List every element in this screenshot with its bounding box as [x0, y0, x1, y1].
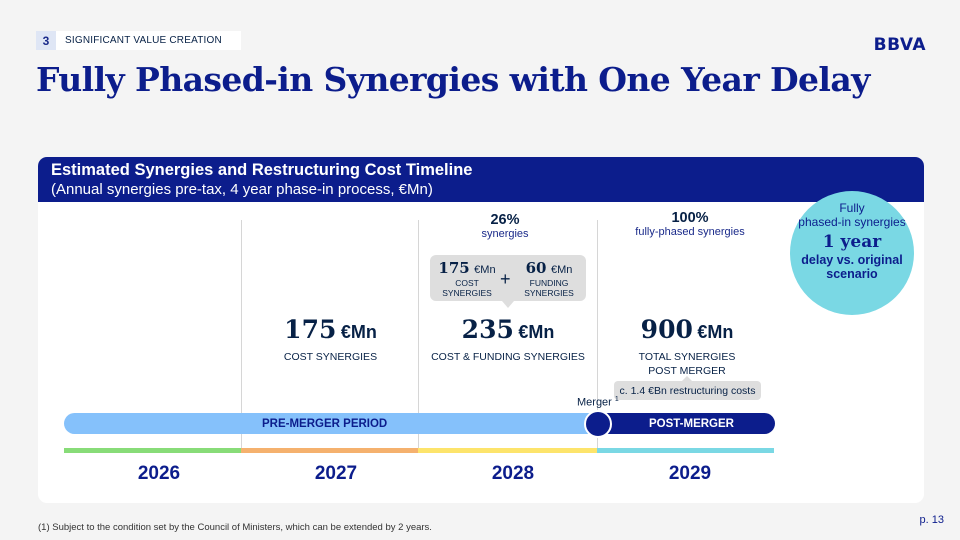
merger-marker [584, 410, 612, 438]
pre-merger-label: PRE-MERGER PERIOD [262, 417, 388, 430]
callout-bold-1: delay vs. original [801, 253, 903, 267]
timeline-panel: Estimated Synergies and Restructuring Co… [38, 157, 924, 503]
breakdown-cost-label-2: SYNERGIES [442, 288, 492, 298]
section-number: 3 [36, 31, 56, 50]
strip-2027 [241, 448, 418, 453]
phase-2029-label: fully-phased synergies [635, 226, 745, 238]
kpi-2028-value: 235 [461, 315, 514, 344]
phase-2029: 100% fully-phased synergies [620, 210, 760, 238]
post-merger-bar: POST-MERGER [598, 413, 775, 434]
section-tag: 3 SIGNIFICANT VALUE CREATION [36, 31, 241, 50]
kpi-2029: 900 €Mn TOTAL SYNERGIES POST MERGER [598, 315, 776, 378]
kpi-2027-unit: €Mn [340, 322, 377, 342]
divider-2028-2029 [597, 220, 598, 450]
kpi-2029-unit: €Mn [697, 322, 734, 342]
breakdown-funding-unit: €Mn [550, 264, 573, 276]
phase-2028-label: synergies [481, 228, 529, 240]
panel-header: Estimated Synergies and Restructuring Co… [38, 157, 924, 202]
page-title: Fully Phased-in Synergies with One Year … [36, 60, 870, 99]
breakdown-funding-label-1: FUNDING [529, 278, 569, 288]
plus-sign: + [500, 269, 511, 289]
callout-big: 1 year [822, 232, 882, 252]
restructuring-costs-badge: c. 1.4 €Bn restructuring costs [614, 381, 761, 400]
merger-text: Merger [577, 396, 612, 409]
kpi-2027-label: COST SYNERGIES [283, 351, 378, 363]
breakdown-funding-label-2: SYNERGIES [524, 288, 574, 298]
post-merger-label: POST-MERGER [649, 417, 734, 430]
callout-line-1: Fully [839, 201, 865, 215]
phase-2029-value: 100% [671, 210, 709, 226]
kpi-2028: 235 €Mn COST & FUNDING SYNERGIES [419, 315, 597, 364]
phase-2028-value: 26% [490, 212, 520, 228]
breakdown-funding: 60 €Mn FUNDING SYNERGIES [516, 259, 582, 298]
breakdown-funding-value: 60 [525, 259, 547, 277]
panel-title: Estimated Synergies and Restructuring Co… [51, 161, 473, 179]
bbva-logo: BBVA [873, 35, 926, 55]
pre-merger-bar: PRE-MERGER PERIOD [64, 413, 604, 434]
kpi-2028-unit: €Mn [518, 322, 555, 342]
section-label: SIGNIFICANT VALUE CREATION [65, 35, 222, 46]
merger-footnote-ref: 1 [614, 396, 619, 403]
year-2028: 2028 [491, 463, 535, 484]
bubble-pointer [502, 301, 514, 308]
delay-callout: Fully phased-in synergies 1 year delay v… [790, 191, 914, 315]
kpi-2029-label-2: POST MERGER [648, 365, 726, 377]
divider-2027-2028 [418, 220, 419, 450]
strip-2026 [64, 448, 241, 453]
breakdown-cost: 175 €Mn COST SYNERGIES [434, 259, 500, 298]
kpi-2029-label-1: TOTAL SYNERGIES [638, 351, 736, 363]
synergy-breakdown-bubble: 175 €Mn COST SYNERGIES + 60 €Mn FUNDING … [430, 255, 586, 301]
year-2029: 2029 [668, 463, 712, 484]
strip-2028 [418, 448, 597, 453]
callout-line-2: phased-in synergies [798, 215, 906, 229]
restructuring-pointer [681, 376, 693, 382]
year-2027: 2027 [314, 463, 358, 484]
breakdown-cost-label-1: COST [455, 278, 479, 288]
kpi-2028-label: COST & FUNDING SYNERGIES [431, 351, 585, 363]
strip-2029 [597, 448, 774, 453]
breakdown-cost-value: 175 [438, 259, 470, 277]
kpi-2027-value: 175 [284, 315, 337, 344]
footnote: (1) Subject to the condition set by the … [38, 522, 432, 533]
phase-2028: 26% synergies [460, 212, 550, 240]
merger-label: Merger 1 [577, 396, 619, 409]
kpi-2029-value: 900 [640, 315, 693, 344]
panel-subtitle: (Annual synergies pre-tax, 4 year phase-… [51, 181, 433, 198]
breakdown-cost-unit: €Mn [474, 264, 496, 276]
year-2026: 2026 [137, 463, 181, 484]
page-number: p. 13 [919, 514, 944, 526]
divider-2026-2027 [241, 220, 242, 450]
callout-bold-2: scenario [826, 267, 878, 281]
kpi-2027: 175 €Mn COST SYNERGIES [243, 315, 418, 364]
